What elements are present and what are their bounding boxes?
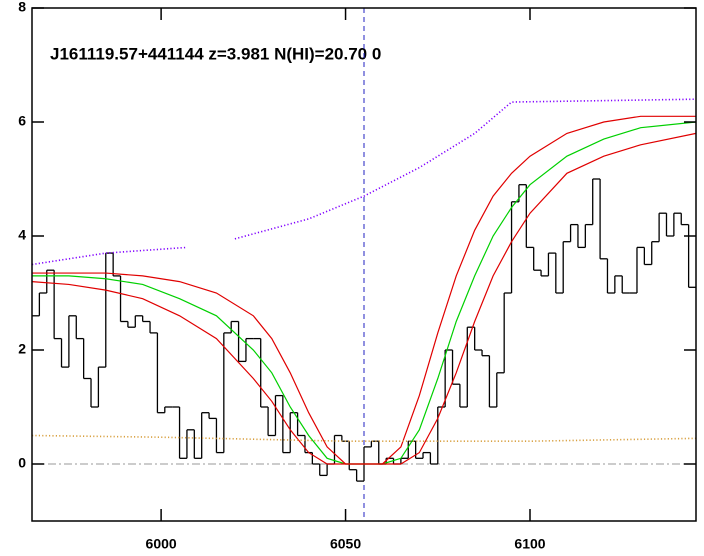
y-tick-label: 8 — [18, 0, 26, 15]
x-tick-label: 6000 — [146, 536, 177, 552]
y-tick-label: 0 — [18, 455, 26, 471]
chart-title: J161119.57+441144 z=3.981 N(HI)=20.70 0 — [50, 44, 381, 63]
plot-frame — [31, 7, 697, 522]
y-tick-label: 4 — [18, 227, 26, 243]
y-tick-label: 6 — [18, 113, 26, 129]
error — [31, 434, 697, 442]
y-tick-label: 2 — [18, 341, 26, 357]
x-tick-label: 6100 — [514, 536, 545, 552]
x-tick-label: 6050 — [330, 536, 361, 552]
continuum — [31, 98, 697, 266]
model-lower — [31, 132, 697, 465]
